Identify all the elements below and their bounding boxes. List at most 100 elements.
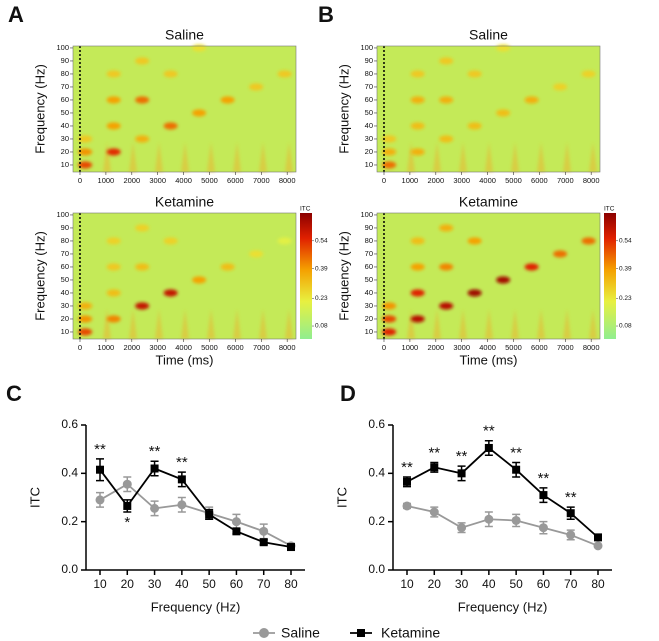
itc-spot: [382, 135, 397, 143]
data-point: [205, 510, 214, 519]
panel-title: Ketamine: [155, 194, 214, 210]
data-point: [484, 443, 493, 452]
x-tick-label: 8000: [583, 343, 600, 352]
y-tick-label: 30: [365, 301, 373, 310]
onset-streak: [181, 142, 189, 172]
y-axis-label: Frequency (Hz): [336, 231, 351, 321]
x-tick-label: 40: [482, 577, 496, 591]
y-tick-label: 90: [61, 223, 69, 232]
x-axis-label: Frequency (Hz): [458, 599, 548, 614]
onset-streak: [563, 309, 571, 339]
x-tick-label: 80: [284, 577, 298, 591]
itc-spot: [78, 135, 93, 143]
significance-marker: **: [483, 423, 495, 440]
itc-spot: [135, 263, 150, 271]
data-point: [566, 509, 575, 518]
y-tick-label: 10: [365, 160, 373, 169]
y-tick-label: 0.4: [368, 466, 385, 480]
itc-spot: [163, 70, 178, 78]
x-tick-label: 6000: [531, 343, 548, 352]
y-tick-label: 90: [365, 223, 373, 232]
x-tick-label: 6000: [531, 176, 548, 185]
y-tick-label: 0.4: [61, 466, 78, 480]
data-point: [593, 541, 603, 551]
x-tick-label: 2000: [427, 343, 444, 352]
x-tick-label: 1000: [402, 176, 419, 185]
itc-spot: [106, 263, 121, 271]
x-tick-label: 2000: [123, 343, 140, 352]
x-tick-label: 6000: [227, 176, 244, 185]
panel-letter: A: [8, 2, 24, 27]
data-point: [150, 503, 160, 513]
onset-streak: [537, 309, 545, 339]
x-tick-label: 3000: [149, 176, 166, 185]
significance-marker: **: [510, 444, 522, 461]
x-tick-label: 70: [257, 577, 271, 591]
x-tick-label: 1000: [98, 176, 115, 185]
x-tick-label: 10: [93, 577, 107, 591]
significance-marker: **: [456, 448, 468, 465]
x-tick-label: 7000: [557, 343, 574, 352]
x-tick-label: 6000: [227, 343, 244, 352]
x-tick-label: 30: [148, 577, 162, 591]
plot-frame: [376, 45, 601, 173]
y-tick-label: 0.6: [61, 417, 78, 431]
onset-streak: [207, 142, 215, 172]
itc-spot: [192, 44, 207, 52]
y-tick-label: 10: [365, 327, 373, 336]
itc-spot: [439, 263, 454, 271]
x-axis-label: Frequency (Hz): [151, 599, 241, 614]
itc-spot: [249, 250, 264, 258]
x-tick-label: 5000: [505, 176, 522, 185]
x-tick-label: 4000: [175, 343, 192, 352]
x-tick-label: 10: [400, 577, 414, 591]
itc-spot: [410, 315, 425, 323]
itc-spot: [553, 250, 568, 258]
onset-streak: [589, 309, 597, 339]
itc-spot: [220, 96, 235, 104]
itc-spot: [496, 44, 511, 52]
panel-letter: D: [340, 381, 356, 406]
itc-spot: [78, 328, 93, 336]
y-tick-label: 80: [61, 236, 69, 245]
itc-spot: [106, 96, 121, 104]
itc-spot: [581, 237, 596, 245]
x-tick-label: 0: [78, 176, 82, 185]
itc-spot: [410, 96, 425, 104]
itc-spot: [192, 276, 207, 284]
x-tick-label: 50: [202, 577, 216, 591]
itc-spot: [410, 70, 425, 78]
x-tick-label: 70: [564, 577, 578, 591]
data-point: [430, 463, 439, 472]
y-axis-label: ITC: [334, 487, 349, 508]
data-point: [457, 523, 467, 533]
y-tick-label: 70: [365, 82, 373, 91]
x-tick-label: 80: [591, 577, 605, 591]
significance-marker: **: [149, 443, 161, 460]
y-tick-label: 30: [365, 134, 373, 143]
x-tick-label: 3000: [149, 343, 166, 352]
itc-spot: [220, 263, 235, 271]
y-tick-label: 10: [61, 160, 69, 169]
y-tick-label: 0.2: [61, 514, 78, 528]
onset-streak: [485, 309, 493, 339]
significance-marker: *: [124, 514, 130, 531]
itc-spot: [135, 96, 150, 104]
series-line: [406, 505, 599, 547]
onset-streak: [589, 142, 597, 172]
itc-spot: [439, 135, 454, 143]
x-tick-label: 20: [121, 577, 135, 591]
itc-spot: [439, 302, 454, 310]
itc-spot: [106, 148, 121, 156]
data-point: [95, 495, 105, 505]
x-tick-label: 2000: [123, 176, 140, 185]
onset-streak: [233, 309, 241, 339]
itc-spot: [163, 289, 178, 297]
itc-spot: [382, 302, 397, 310]
itc-spot: [106, 237, 121, 245]
itc-spot: [106, 315, 121, 323]
x-tick-label: 5000: [201, 343, 218, 352]
legend-marker: [259, 628, 269, 638]
onset-streak: [207, 309, 215, 339]
